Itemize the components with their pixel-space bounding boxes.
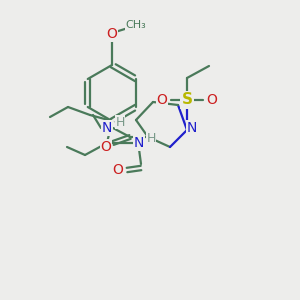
Text: O: O: [106, 27, 117, 41]
Text: O: O: [100, 140, 111, 154]
Text: CH₃: CH₃: [126, 20, 146, 30]
Text: H: H: [115, 116, 125, 128]
Text: S: S: [182, 92, 193, 107]
Text: O: O: [157, 93, 167, 107]
Text: H: H: [146, 131, 156, 145]
Text: N: N: [187, 121, 197, 135]
Text: N: N: [134, 136, 144, 150]
Text: O: O: [207, 93, 218, 107]
Text: N: N: [102, 121, 112, 135]
Text: O: O: [112, 163, 123, 177]
